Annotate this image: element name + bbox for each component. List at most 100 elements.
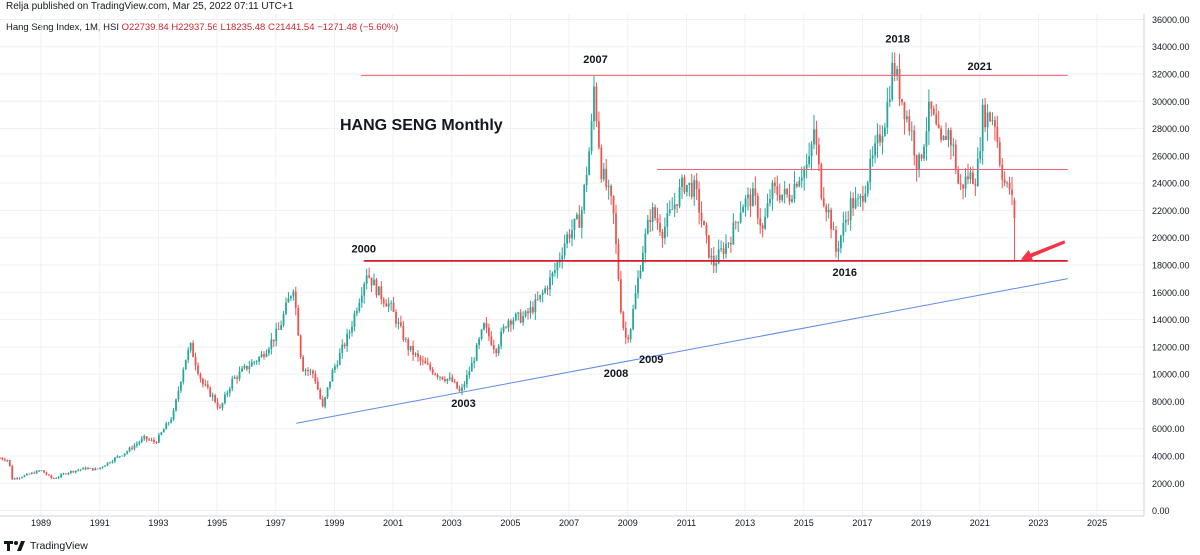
brand-text[interactable]: TradingView [30, 540, 88, 552]
candle-body [786, 188, 789, 195]
candle-body [243, 365, 246, 369]
candle-body [1, 458, 4, 460]
candle-body [272, 339, 275, 342]
candle-body [468, 371, 471, 375]
candle-body [79, 469, 82, 471]
candle-body [815, 129, 818, 145]
candle-body [419, 356, 422, 361]
candle-body [206, 384, 209, 388]
x-tick-label: 2007 [559, 518, 579, 528]
candle-body [111, 461, 114, 463]
symbol-text[interactable]: Hang Seng Index, 1M, HSI [6, 22, 120, 33]
candle-body [986, 112, 989, 128]
candle-body [761, 225, 764, 229]
y-tick-label: 28000.00 [1152, 124, 1190, 134]
candle-body [842, 222, 845, 236]
candle-body [223, 394, 226, 404]
candle-body [707, 235, 710, 258]
candle-body [475, 344, 478, 361]
candle-body [993, 120, 996, 127]
candle-body [619, 279, 622, 313]
candle-body [69, 470, 72, 473]
candle-body [967, 176, 969, 180]
candle-body [771, 182, 774, 199]
candle-body [595, 86, 598, 122]
candle-body [431, 369, 434, 374]
x-tick-label: 2005 [500, 518, 520, 528]
y-tick-label: 14000.00 [1152, 315, 1190, 325]
candle-body [285, 302, 287, 314]
candle-body [1011, 189, 1013, 195]
candle-body [949, 130, 952, 146]
candle-body [241, 368, 243, 372]
candle-body [331, 369, 334, 382]
candle-body [18, 477, 21, 479]
candle-body [1001, 164, 1004, 180]
candle-body [250, 362, 253, 367]
candle-body [463, 384, 466, 388]
change-value: −1271.48 (−5.60%) [317, 22, 399, 33]
x-tick-label: 1991 [90, 518, 110, 528]
annotation-label: 2009 [639, 354, 663, 366]
candle-body [788, 194, 791, 202]
candle-body [932, 108, 935, 115]
candle-body [309, 370, 312, 372]
candle-body [693, 180, 696, 197]
candle-body [600, 147, 603, 180]
candle-body [989, 112, 991, 122]
candle-body [690, 182, 693, 197]
candle-body [800, 178, 803, 181]
tradingview-logo-icon[interactable] [4, 540, 26, 552]
candle-body [666, 213, 669, 227]
candle-body [177, 390, 180, 400]
candle-body [876, 134, 879, 144]
candle-body [536, 299, 539, 300]
candle-body [407, 339, 410, 350]
candle-body [478, 338, 481, 345]
candle-body [685, 184, 688, 193]
candle-body [629, 329, 632, 340]
candle-body [16, 478, 19, 480]
annotation-label: 2021 [967, 61, 991, 73]
candle-body [360, 295, 363, 303]
y-tick-label: 34000.00 [1152, 42, 1190, 52]
candle-body [33, 472, 36, 474]
candle-body [974, 184, 977, 186]
publish-bar: Relja published on TradingView.com, Mar … [0, 0, 1200, 14]
candle-body [351, 326, 353, 333]
candle-body [302, 357, 305, 372]
candle-body [260, 354, 263, 358]
candle-body [514, 313, 517, 321]
axes: 0.00 2000.00 4000.00 6000.00 8000.00 10000.00… [0, 14, 1190, 528]
candle-body [981, 104, 984, 152]
candle-body [121, 455, 124, 457]
candle-body [998, 142, 1001, 165]
rising-trendline [296, 278, 1068, 424]
candle-body [927, 101, 930, 132]
candle-body [617, 243, 620, 280]
candle-body [412, 345, 415, 355]
candle-body [747, 194, 749, 199]
x-tick-label: 2025 [1087, 518, 1107, 528]
candle-body [509, 320, 512, 325]
candle-body [722, 248, 725, 254]
candle-body [571, 230, 573, 239]
candle-body [175, 399, 177, 411]
candle-body [1008, 182, 1011, 190]
candles [0, 52, 1016, 480]
candle-body [871, 155, 874, 159]
candle-body [62, 473, 65, 475]
candle-body [776, 186, 779, 195]
candle-body [3, 459, 6, 461]
candle-body [392, 302, 395, 312]
candle-body [612, 195, 615, 214]
candle-body [441, 376, 444, 380]
candle-body [84, 467, 87, 470]
candle-body [1006, 182, 1009, 184]
candle-body [947, 130, 950, 140]
candle-body [96, 468, 99, 470]
candle-body [116, 456, 119, 458]
candle-body [184, 359, 187, 370]
candle-body [683, 177, 686, 193]
